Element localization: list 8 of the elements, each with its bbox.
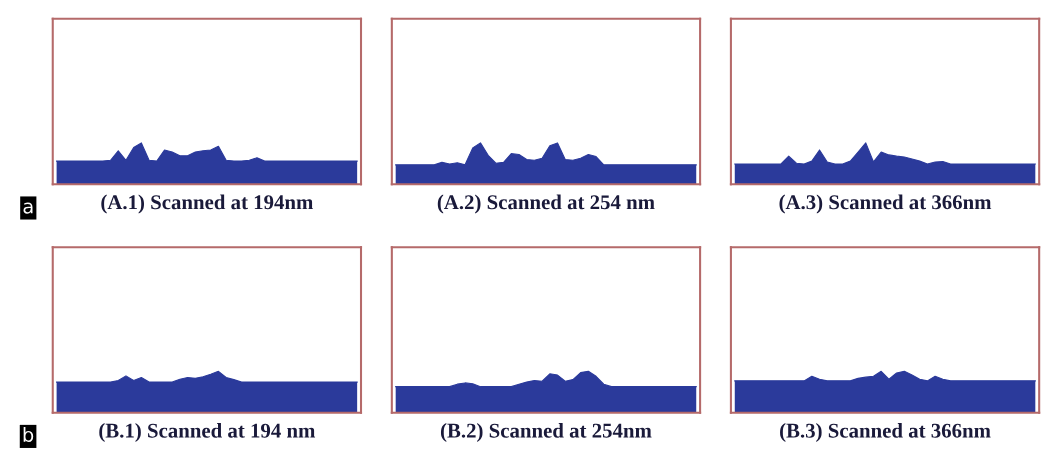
text: (A.1) Scanned at 194nm <box>101 194 314 214</box>
text: a <box>23 202 33 214</box>
text: b <box>23 427 34 443</box>
text: (A.3) Scanned at 366nm <box>779 194 992 214</box>
text: (A.2) Scanned at 254 nm <box>437 194 655 214</box>
text: (B.1) Scanned at 194 nm <box>99 423 316 442</box>
text: (B.2) Scanned at 254nm <box>440 423 652 442</box>
text: (B.3) Scanned at 366nm <box>780 423 991 442</box>
